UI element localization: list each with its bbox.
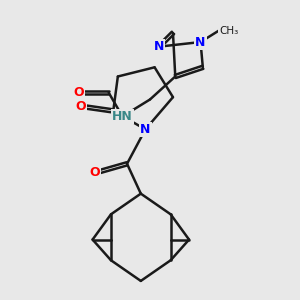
- Text: HN: HN: [112, 110, 133, 123]
- Text: N: N: [195, 35, 206, 49]
- Text: N: N: [140, 123, 151, 136]
- Text: O: O: [90, 167, 100, 179]
- Text: N: N: [154, 40, 164, 53]
- Text: CH₃: CH₃: [219, 26, 238, 36]
- Text: O: O: [74, 86, 84, 99]
- Text: O: O: [76, 100, 86, 113]
